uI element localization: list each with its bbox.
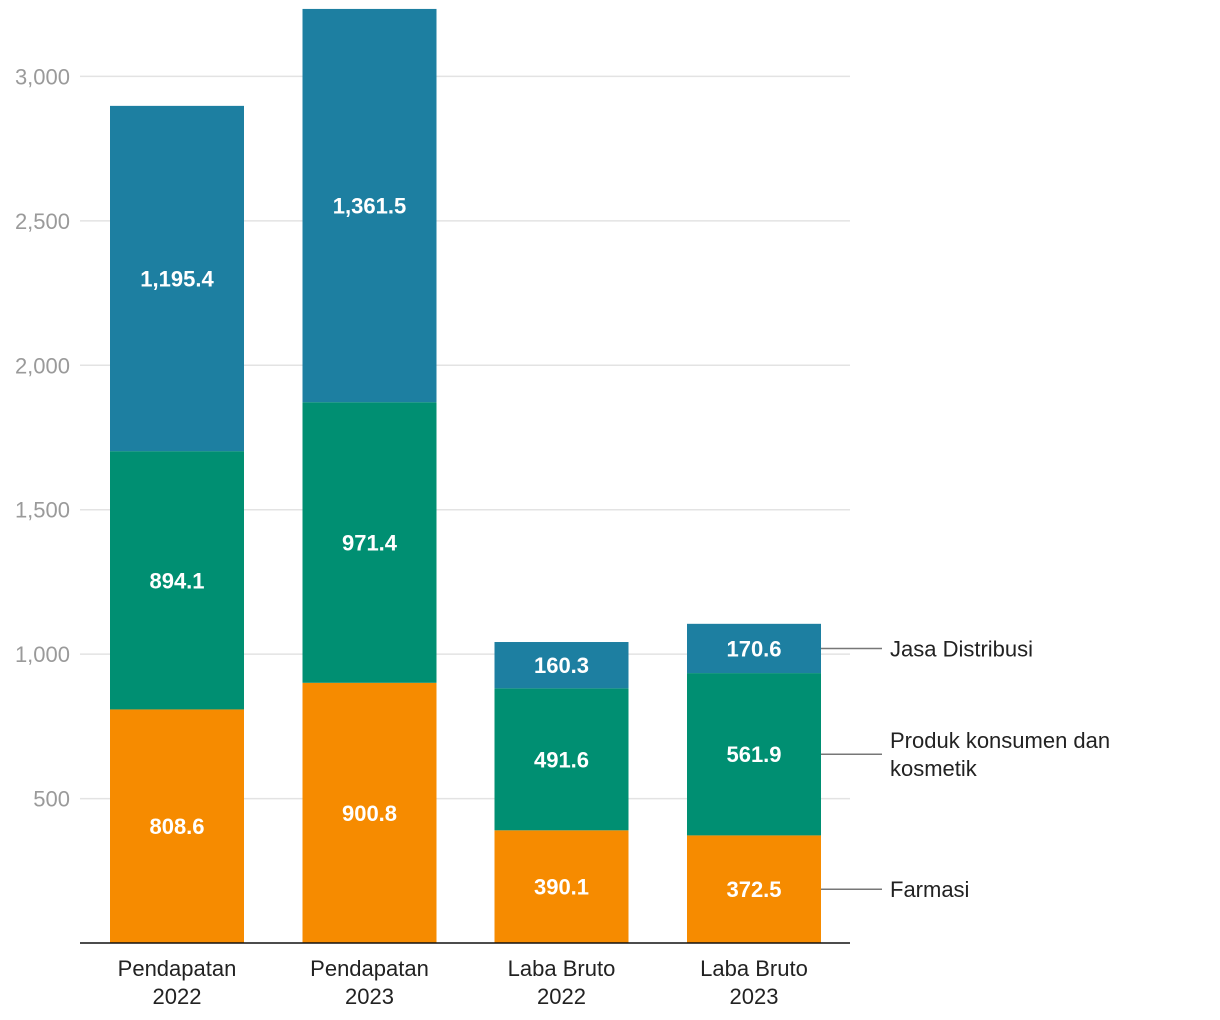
bar-segment: [110, 105, 244, 452]
bar-segment: [302, 8, 437, 403]
bar-segment: [302, 402, 437, 683]
data-label: 372.5: [726, 877, 781, 902]
bar-segment: [302, 682, 437, 943]
x-tick-label: 2022: [537, 984, 586, 1009]
legend: Farmasi Produk konsumen dan kosmetik Jasa D…: [821, 636, 1110, 902]
data-label: 160.3: [534, 653, 589, 678]
data-label: 390.1: [534, 875, 589, 900]
bar-segment: [494, 830, 629, 943]
bar-segment: [687, 623, 821, 674]
y-axis-ticks: 500 1,000 1,500 2,000 2,500 3,000: [15, 64, 70, 811]
data-label: 808.6: [149, 814, 204, 839]
y-tick-label: 1,500: [15, 498, 70, 523]
data-label: 1,361.5: [333, 194, 406, 219]
y-tick-label: 3,000: [15, 64, 70, 89]
y-tick-label: 1,000: [15, 642, 70, 667]
data-label: 170.6: [726, 636, 781, 661]
x-tick-label: 2023: [730, 984, 779, 1009]
data-label: 971.4: [342, 531, 398, 556]
value-labels: 808.6 894.1 1,195.4 900.8 971.4 1,361.5 390.1 4…: [140, 194, 781, 903]
data-label: 491.6: [534, 747, 589, 772]
y-tick-label: 2,000: [15, 353, 70, 378]
bar-segment: [110, 451, 244, 710]
x-tick-label: Pendapatan: [310, 956, 429, 981]
bar-segment: [687, 673, 821, 836]
y-tick-label: 2,500: [15, 209, 70, 234]
x-tick-label: Laba Bruto: [508, 956, 616, 981]
bar-segment: [494, 642, 629, 689]
x-axis-labels: Pendapatan 2022 Pendapatan 2023 Laba Bruto 20…: [118, 956, 808, 1009]
data-label: 1,195.4: [140, 267, 214, 292]
bar-segment: [494, 688, 629, 831]
x-tick-label: 2023: [345, 984, 394, 1009]
y-tick-label: 500: [33, 787, 70, 812]
legend-label: Farmasi: [890, 877, 969, 902]
bar-segment: [687, 835, 821, 943]
data-label: 561.9: [726, 742, 781, 767]
bars: [110, 8, 821, 943]
data-label: 900.8: [342, 801, 397, 826]
x-tick-label: Pendapatan: [118, 956, 237, 981]
bar-segment: [110, 709, 244, 943]
x-tick-label: 2022: [153, 984, 202, 1009]
legend-label: Produk konsumen dan kosmetik: [890, 728, 1110, 781]
legend-label: Jasa Distribusi: [890, 636, 1033, 661]
data-label: 894.1: [149, 568, 204, 593]
x-tick-label: Laba Bruto: [700, 956, 808, 981]
